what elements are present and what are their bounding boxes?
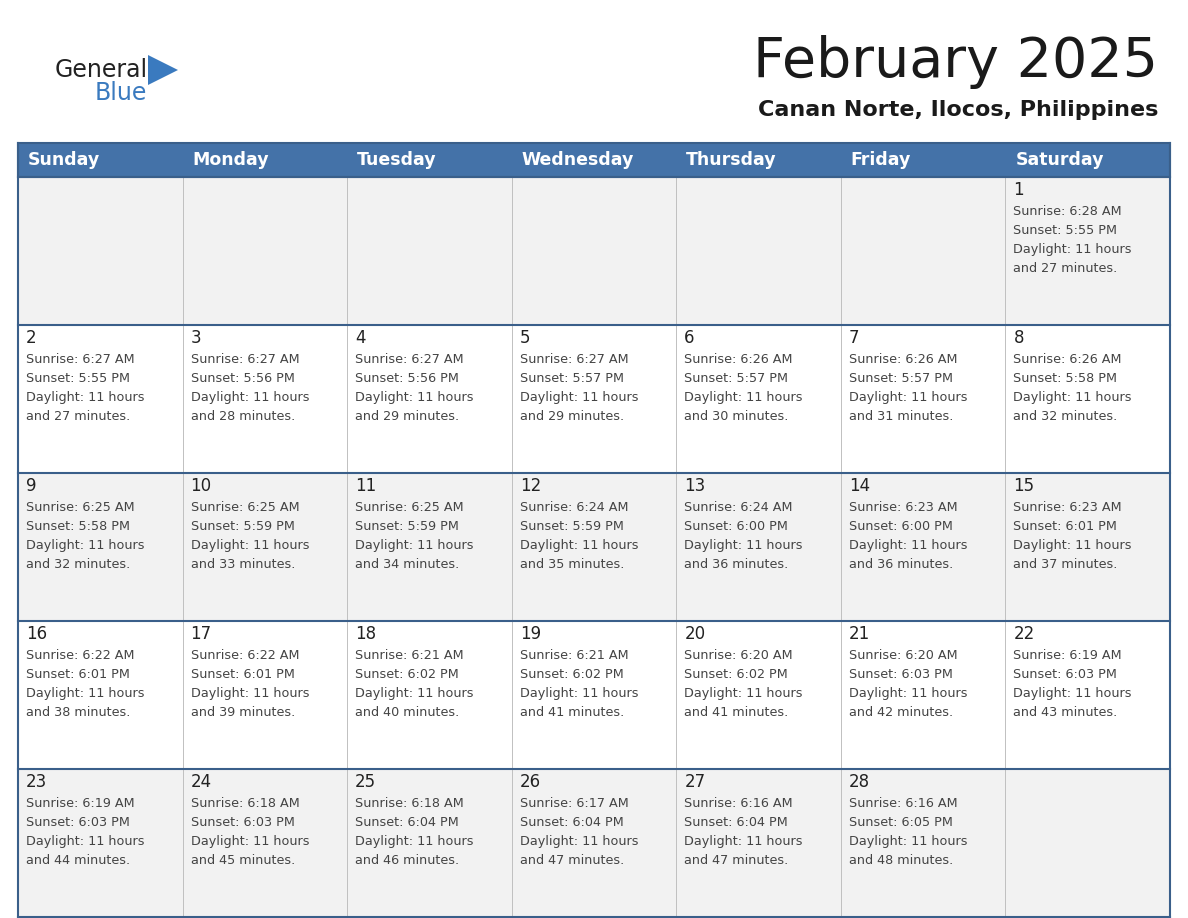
Bar xyxy=(18,143,183,177)
Text: Sunrise: 6:27 AM
Sunset: 5:56 PM
Daylight: 11 hours
and 29 minutes.: Sunrise: 6:27 AM Sunset: 5:56 PM Dayligh… xyxy=(355,353,474,423)
Text: 7: 7 xyxy=(849,329,859,347)
Polygon shape xyxy=(148,55,178,85)
Text: General: General xyxy=(55,58,148,82)
Text: Sunrise: 6:22 AM
Sunset: 6:01 PM
Daylight: 11 hours
and 38 minutes.: Sunrise: 6:22 AM Sunset: 6:01 PM Dayligh… xyxy=(26,649,145,719)
Bar xyxy=(347,143,512,177)
Text: 20: 20 xyxy=(684,625,706,643)
Text: Sunrise: 6:25 AM
Sunset: 5:58 PM
Daylight: 11 hours
and 32 minutes.: Sunrise: 6:25 AM Sunset: 5:58 PM Dayligh… xyxy=(26,501,145,571)
Text: Saturday: Saturday xyxy=(1016,151,1104,169)
Text: Sunrise: 6:23 AM
Sunset: 6:01 PM
Daylight: 11 hours
and 37 minutes.: Sunrise: 6:23 AM Sunset: 6:01 PM Dayligh… xyxy=(1013,501,1132,571)
Text: Sunrise: 6:16 AM
Sunset: 6:04 PM
Daylight: 11 hours
and 47 minutes.: Sunrise: 6:16 AM Sunset: 6:04 PM Dayligh… xyxy=(684,797,803,867)
Text: 6: 6 xyxy=(684,329,695,347)
Text: 26: 26 xyxy=(519,773,541,791)
Text: Monday: Monday xyxy=(192,151,270,169)
Text: 25: 25 xyxy=(355,773,377,791)
Text: 22: 22 xyxy=(1013,625,1035,643)
Text: 17: 17 xyxy=(190,625,211,643)
Text: 11: 11 xyxy=(355,477,377,495)
Bar xyxy=(18,143,1170,177)
Text: 8: 8 xyxy=(1013,329,1024,347)
Bar xyxy=(18,325,1170,473)
Text: Blue: Blue xyxy=(95,81,147,105)
Text: 2: 2 xyxy=(26,329,37,347)
Text: Sunrise: 6:27 AM
Sunset: 5:55 PM
Daylight: 11 hours
and 27 minutes.: Sunrise: 6:27 AM Sunset: 5:55 PM Dayligh… xyxy=(26,353,145,423)
Text: Sunrise: 6:22 AM
Sunset: 6:01 PM
Daylight: 11 hours
and 39 minutes.: Sunrise: 6:22 AM Sunset: 6:01 PM Dayligh… xyxy=(190,649,309,719)
Text: Friday: Friday xyxy=(851,151,911,169)
Text: Sunday: Sunday xyxy=(29,151,100,169)
Text: 9: 9 xyxy=(26,477,37,495)
Text: Sunrise: 6:23 AM
Sunset: 6:00 PM
Daylight: 11 hours
and 36 minutes.: Sunrise: 6:23 AM Sunset: 6:00 PM Dayligh… xyxy=(849,501,967,571)
Text: Sunrise: 6:17 AM
Sunset: 6:04 PM
Daylight: 11 hours
and 47 minutes.: Sunrise: 6:17 AM Sunset: 6:04 PM Dayligh… xyxy=(519,797,638,867)
Text: Canan Norte, Ilocos, Philippines: Canan Norte, Ilocos, Philippines xyxy=(758,100,1158,120)
Text: Tuesday: Tuesday xyxy=(358,151,437,169)
Text: Sunrise: 6:20 AM
Sunset: 6:02 PM
Daylight: 11 hours
and 41 minutes.: Sunrise: 6:20 AM Sunset: 6:02 PM Dayligh… xyxy=(684,649,803,719)
Text: Sunrise: 6:28 AM
Sunset: 5:55 PM
Daylight: 11 hours
and 27 minutes.: Sunrise: 6:28 AM Sunset: 5:55 PM Dayligh… xyxy=(1013,205,1132,275)
Bar xyxy=(676,143,841,177)
Text: 19: 19 xyxy=(519,625,541,643)
Text: 24: 24 xyxy=(190,773,211,791)
Text: Wednesday: Wednesday xyxy=(522,151,634,169)
Text: Sunrise: 6:27 AM
Sunset: 5:57 PM
Daylight: 11 hours
and 29 minutes.: Sunrise: 6:27 AM Sunset: 5:57 PM Dayligh… xyxy=(519,353,638,423)
Bar xyxy=(1005,143,1170,177)
Text: 12: 12 xyxy=(519,477,541,495)
Text: 18: 18 xyxy=(355,625,377,643)
Text: 10: 10 xyxy=(190,477,211,495)
Text: Sunrise: 6:19 AM
Sunset: 6:03 PM
Daylight: 11 hours
and 44 minutes.: Sunrise: 6:19 AM Sunset: 6:03 PM Dayligh… xyxy=(26,797,145,867)
Bar xyxy=(18,473,1170,621)
Text: 5: 5 xyxy=(519,329,530,347)
Text: Sunrise: 6:26 AM
Sunset: 5:57 PM
Daylight: 11 hours
and 31 minutes.: Sunrise: 6:26 AM Sunset: 5:57 PM Dayligh… xyxy=(849,353,967,423)
Text: 15: 15 xyxy=(1013,477,1035,495)
Text: Sunrise: 6:25 AM
Sunset: 5:59 PM
Daylight: 11 hours
and 33 minutes.: Sunrise: 6:25 AM Sunset: 5:59 PM Dayligh… xyxy=(190,501,309,571)
Bar xyxy=(18,769,1170,917)
Bar xyxy=(18,177,1170,325)
Bar xyxy=(18,621,1170,769)
Text: Sunrise: 6:24 AM
Sunset: 6:00 PM
Daylight: 11 hours
and 36 minutes.: Sunrise: 6:24 AM Sunset: 6:00 PM Dayligh… xyxy=(684,501,803,571)
Text: 14: 14 xyxy=(849,477,870,495)
Text: Sunrise: 6:24 AM
Sunset: 5:59 PM
Daylight: 11 hours
and 35 minutes.: Sunrise: 6:24 AM Sunset: 5:59 PM Dayligh… xyxy=(519,501,638,571)
Bar xyxy=(512,143,676,177)
Text: 1: 1 xyxy=(1013,181,1024,199)
Text: Sunrise: 6:21 AM
Sunset: 6:02 PM
Daylight: 11 hours
and 40 minutes.: Sunrise: 6:21 AM Sunset: 6:02 PM Dayligh… xyxy=(355,649,474,719)
Bar xyxy=(183,143,347,177)
Text: Sunrise: 6:25 AM
Sunset: 5:59 PM
Daylight: 11 hours
and 34 minutes.: Sunrise: 6:25 AM Sunset: 5:59 PM Dayligh… xyxy=(355,501,474,571)
Text: Sunrise: 6:20 AM
Sunset: 6:03 PM
Daylight: 11 hours
and 42 minutes.: Sunrise: 6:20 AM Sunset: 6:03 PM Dayligh… xyxy=(849,649,967,719)
Text: 28: 28 xyxy=(849,773,870,791)
Text: Sunrise: 6:21 AM
Sunset: 6:02 PM
Daylight: 11 hours
and 41 minutes.: Sunrise: 6:21 AM Sunset: 6:02 PM Dayligh… xyxy=(519,649,638,719)
Text: 4: 4 xyxy=(355,329,366,347)
Text: 3: 3 xyxy=(190,329,201,347)
Text: Sunrise: 6:18 AM
Sunset: 6:03 PM
Daylight: 11 hours
and 45 minutes.: Sunrise: 6:18 AM Sunset: 6:03 PM Dayligh… xyxy=(190,797,309,867)
Text: Sunrise: 6:19 AM
Sunset: 6:03 PM
Daylight: 11 hours
and 43 minutes.: Sunrise: 6:19 AM Sunset: 6:03 PM Dayligh… xyxy=(1013,649,1132,719)
Text: 23: 23 xyxy=(26,773,48,791)
Text: Thursday: Thursday xyxy=(687,151,777,169)
Text: Sunrise: 6:16 AM
Sunset: 6:05 PM
Daylight: 11 hours
and 48 minutes.: Sunrise: 6:16 AM Sunset: 6:05 PM Dayligh… xyxy=(849,797,967,867)
Text: Sunrise: 6:27 AM
Sunset: 5:56 PM
Daylight: 11 hours
and 28 minutes.: Sunrise: 6:27 AM Sunset: 5:56 PM Dayligh… xyxy=(190,353,309,423)
Text: 16: 16 xyxy=(26,625,48,643)
Text: 21: 21 xyxy=(849,625,870,643)
Text: Sunrise: 6:26 AM
Sunset: 5:58 PM
Daylight: 11 hours
and 32 minutes.: Sunrise: 6:26 AM Sunset: 5:58 PM Dayligh… xyxy=(1013,353,1132,423)
Text: Sunrise: 6:26 AM
Sunset: 5:57 PM
Daylight: 11 hours
and 30 minutes.: Sunrise: 6:26 AM Sunset: 5:57 PM Dayligh… xyxy=(684,353,803,423)
Text: 27: 27 xyxy=(684,773,706,791)
Text: Sunrise: 6:18 AM
Sunset: 6:04 PM
Daylight: 11 hours
and 46 minutes.: Sunrise: 6:18 AM Sunset: 6:04 PM Dayligh… xyxy=(355,797,474,867)
Text: 13: 13 xyxy=(684,477,706,495)
Bar xyxy=(841,143,1005,177)
Text: February 2025: February 2025 xyxy=(753,35,1158,89)
